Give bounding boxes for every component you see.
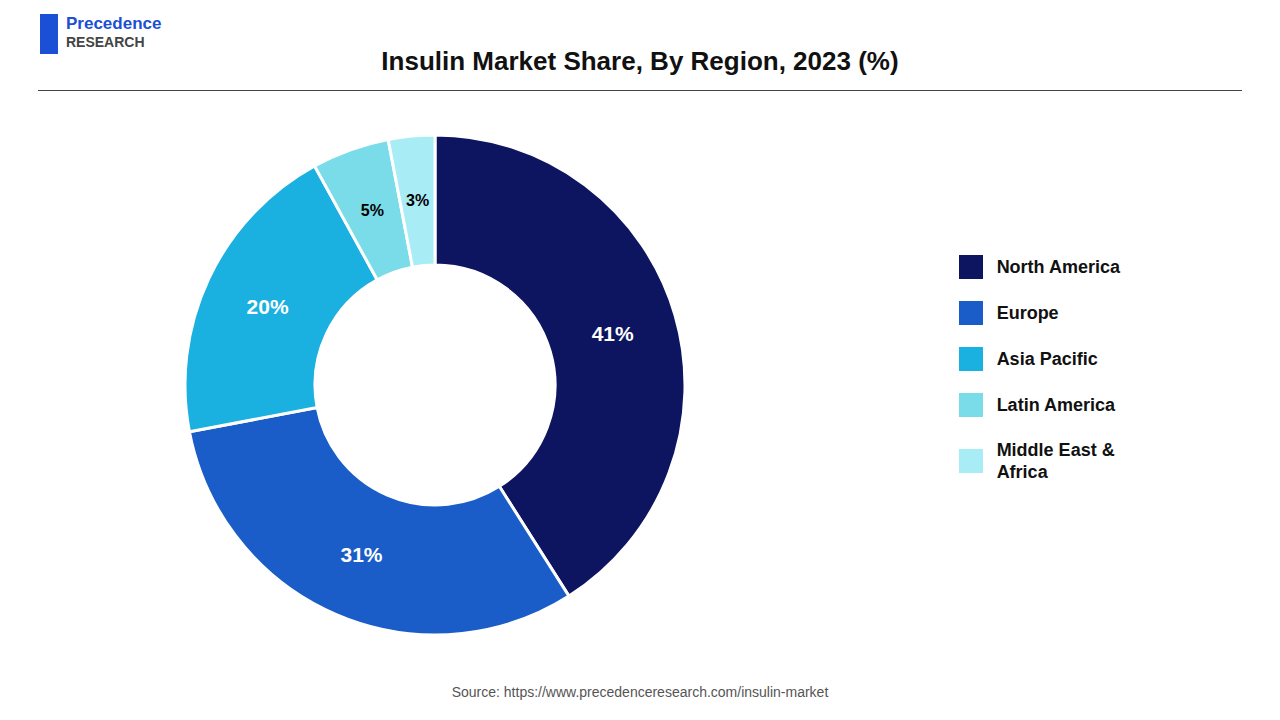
- html-text:RESEARCH: RESEARCH: [66, 34, 145, 50]
- html-text:Middle East &: Middle East &: [996, 440, 1115, 460]
- svg-text:5%: 5%: [361, 202, 384, 219]
- html-text:Asia Pacific: Asia Pacific: [996, 349, 1098, 369]
- html-text:Source: https://www.precedence: Source: https://www.precedenceresearch.c…: [451, 684, 829, 700]
- html-text:North America: North America: [996, 257, 1120, 277]
- html-text:Insulin Market Share, By Regio: Insulin Market Share, By Region, 2023 (%…: [381, 46, 899, 76]
- svg-text:3%: 3%: [406, 192, 429, 209]
- svg-text:20%: 20%: [247, 295, 289, 318]
- html-text:Africa: Africa: [996, 462, 1048, 482]
- html-text:Latin America: Latin America: [996, 395, 1115, 415]
- html-text:Precedence: Precedence: [66, 14, 162, 33]
- html-text:Europe: Europe: [996, 303, 1059, 323]
- svg-text:41%: 41%: [592, 322, 634, 345]
- svg-text:31%: 31%: [341, 543, 383, 566]
